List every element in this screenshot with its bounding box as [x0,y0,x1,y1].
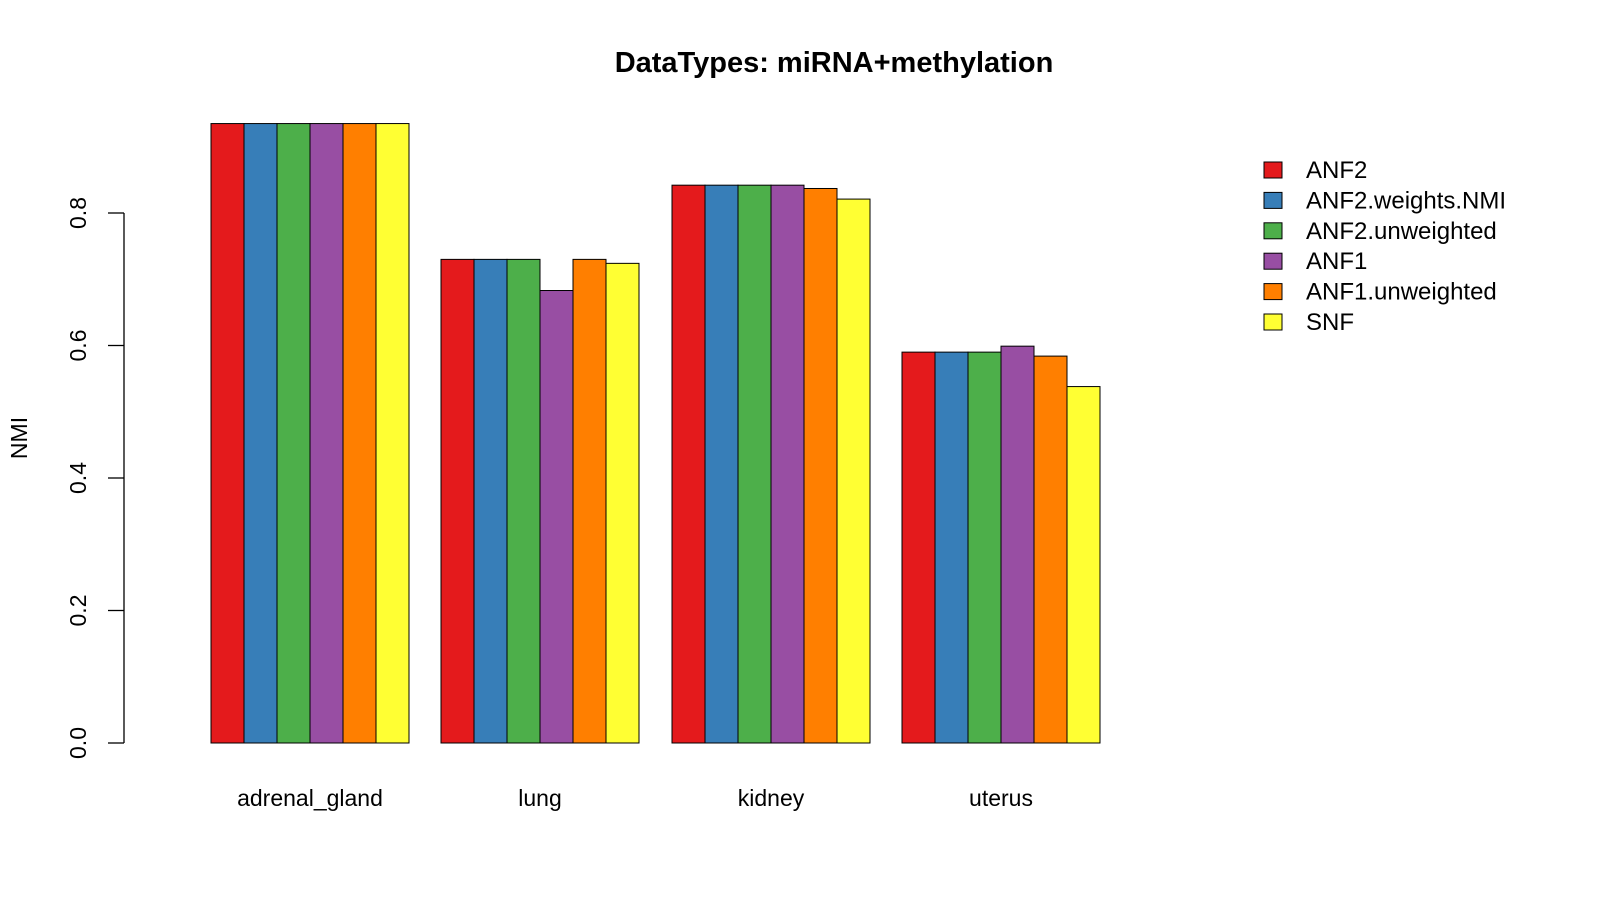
bar-adrenal_gland-ANF2-unweighted [276,123,311,744]
legend: ANF2 ANF2.weights.NMI ANF2.unweighted ANF1 A… [1263,157,1506,336]
y-tick-label: 0.0 [65,727,91,759]
category-label: kidney [738,785,805,811]
y-tick-label: 0.6 [65,330,91,362]
legend-swatch [1263,313,1283,331]
legend-swatch [1263,283,1283,301]
bar-lung-ANF2 [440,258,475,744]
y-axis: 0.0 0.2 0.4 0.6 0.8 [65,197,125,759]
legend-label: ANF2.unweighted [1306,218,1497,245]
bar-uterus-ANF2 [901,351,936,744]
bar-lung-ANF2-weights-NMI [473,258,508,744]
bar-adrenal_gland-ANF2 [210,123,245,744]
category-label: adrenal_gland [237,785,383,811]
legend-swatch [1263,191,1283,209]
bar-uterus-ANF2-unweighted [967,351,1002,744]
y-tick-label: 0.2 [65,595,91,627]
legend-swatch [1263,222,1283,240]
bar-adrenal_gland-ANF1-unweighted [342,123,377,744]
legend-label: ANF2.weights.NMI [1306,187,1506,214]
bar-kidney-ANF1 [770,184,805,744]
bar-kidney-ANF1-unweighted [803,187,838,744]
bar-uterus-ANF2-weights-NMI [934,351,969,744]
category-labels: adrenal_gland lung kidney uterus [237,785,1033,811]
bar-uterus-SNF [1066,386,1101,744]
bar-adrenal_gland-ANF2-weights-NMI [243,123,278,744]
bar-kidney-SNF [836,198,871,744]
bar-adrenal_gland-ANF1 [309,123,344,744]
bar-lung-ANF2-unweighted [506,258,541,744]
legend-label: SNF [1306,309,1354,336]
bar-lung-ANF1 [539,290,574,744]
legend-label: ANF2 [1306,157,1367,184]
bar-kidney-ANF2-unweighted [737,184,772,744]
bar-kidney-ANF2-weights-NMI [704,184,739,744]
bar-kidney-ANF2 [671,184,706,744]
legend-swatch [1263,252,1283,270]
y-tick-label: 0.4 [65,462,91,494]
y-axis-label: NMI [6,417,32,459]
bar-lung-ANF1-unweighted [572,258,607,744]
bar-lung-SNF [605,262,640,744]
category-label: lung [518,785,561,811]
legend-label: ANF1.unweighted [1306,279,1497,306]
bar-uterus-ANF1-unweighted [1033,355,1068,744]
bar-uterus-ANF1 [1000,345,1035,744]
category-label: uterus [969,785,1033,811]
legend-label: ANF1 [1306,248,1367,275]
chart-title: DataTypes: miRNA+methylation [615,47,1054,79]
bar-adrenal_gland-SNF [375,123,410,744]
bars-group [210,123,1101,744]
legend-swatch [1263,161,1283,179]
y-tick-label: 0.8 [65,197,91,229]
